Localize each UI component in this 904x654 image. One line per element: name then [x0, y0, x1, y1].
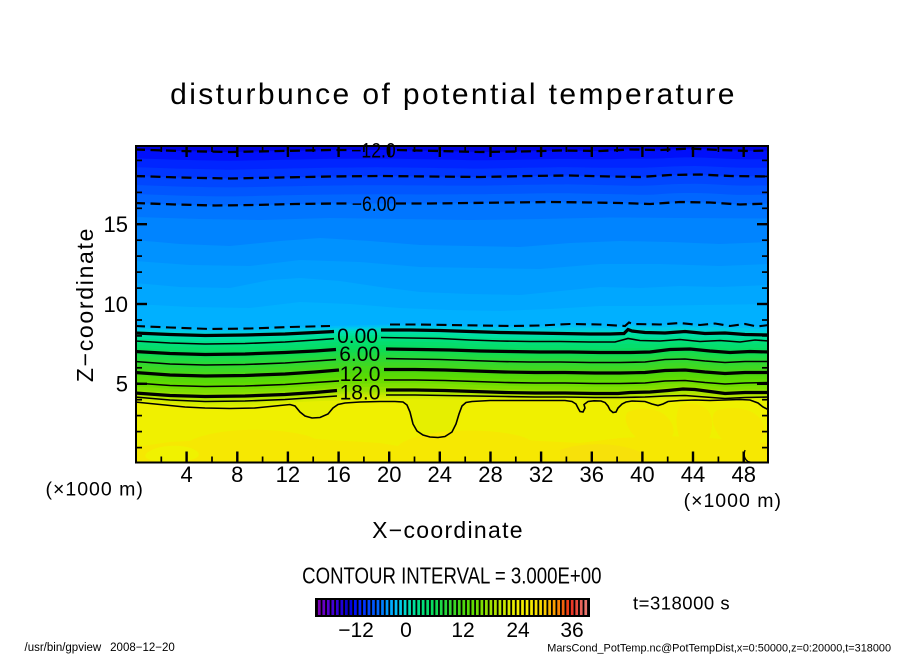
svg-text:−6.00: −6.00	[352, 193, 397, 217]
svg-text:24: 24	[506, 619, 530, 642]
svg-text:28: 28	[478, 462, 502, 487]
svg-text:0.00: 0.00	[337, 325, 378, 348]
svg-text:48: 48	[731, 462, 755, 487]
svg-text:disturbunce of potential te: disturbunce of potential temperature	[170, 78, 737, 111]
svg-text:32: 32	[529, 462, 553, 487]
svg-text:18.0: 18.0	[340, 382, 381, 405]
svg-text:4: 4	[180, 462, 192, 487]
svg-text:8: 8	[231, 462, 243, 487]
svg-text:6.00: 6.00	[339, 343, 380, 366]
svg-text:20: 20	[377, 462, 401, 487]
svg-text:15: 15	[104, 212, 128, 237]
svg-text:12.0: 12.0	[340, 363, 381, 386]
svg-text:16: 16	[326, 462, 350, 487]
svg-text:0: 0	[400, 619, 412, 642]
svg-text:(×1000 m): (×1000 m)	[684, 490, 782, 512]
svg-text:10: 10	[104, 292, 128, 317]
svg-text:−12: −12	[338, 619, 374, 642]
svg-text:t=318000 s: t=318000 s	[633, 593, 730, 614]
svg-text:X−coordinate: X−coordinate	[372, 517, 524, 543]
svg-text:36: 36	[580, 462, 604, 487]
svg-text:24: 24	[428, 462, 452, 487]
svg-text:CONTOUR INTERVAL = 3.000E+00: CONTOUR INTERVAL = 3.000E+00	[302, 564, 601, 589]
svg-text:Z−coordinate: Z−coordinate	[72, 227, 98, 382]
svg-text:12: 12	[276, 462, 300, 487]
svg-text:40: 40	[630, 462, 654, 487]
svg-text:MarsCond_PotTemp.nc@PotTempDis: MarsCond_PotTemp.nc@PotTempDist,x=0:5000…	[547, 643, 891, 654]
svg-text:/usr/bin/gpview 2008−12−20: /usr/bin/gpview 2008−12−20	[25, 642, 175, 654]
svg-text:(×1000 m): (×1000 m)	[45, 479, 143, 501]
svg-text:−12.0: −12.0	[351, 139, 396, 163]
svg-text:5: 5	[116, 372, 128, 397]
svg-text:36: 36	[560, 619, 583, 642]
svg-text:44: 44	[681, 462, 705, 487]
svg-text:12: 12	[451, 619, 474, 642]
